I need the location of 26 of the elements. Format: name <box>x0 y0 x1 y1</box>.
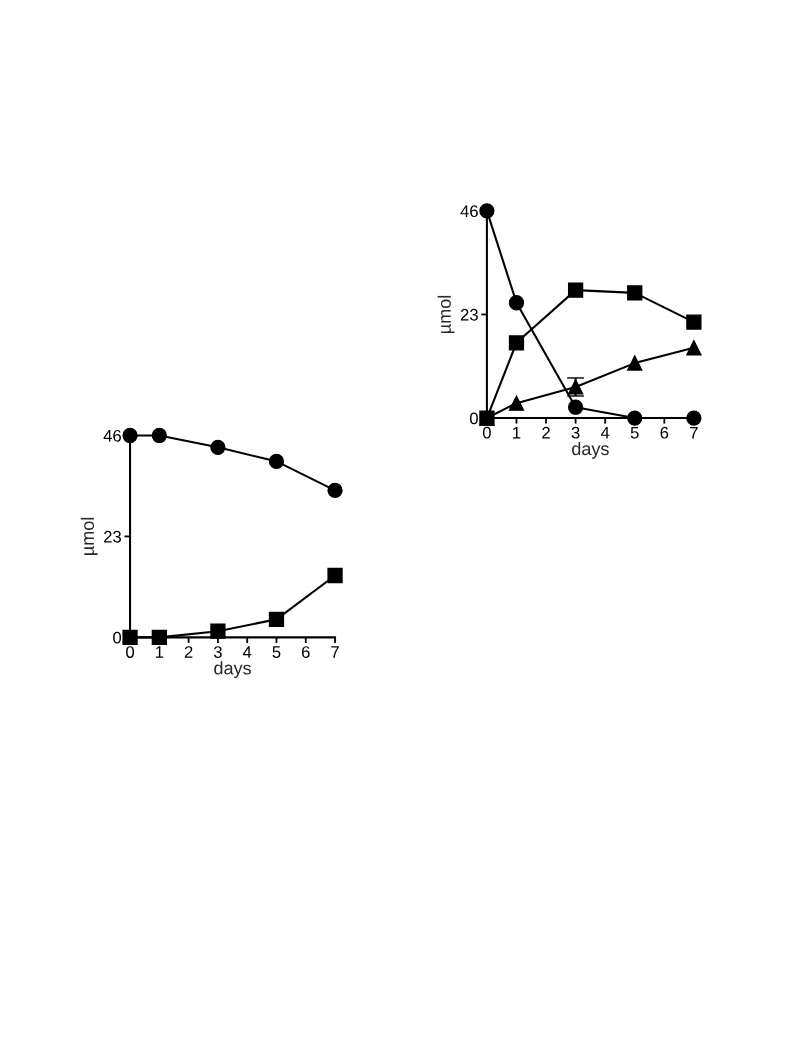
x-tick-label: 6 <box>660 426 669 439</box>
y-tick-label: 0 <box>113 631 122 644</box>
x-tick-label: 7 <box>331 646 339 658</box>
y-tick-label: 23 <box>104 530 121 543</box>
x-tick-label: 2 <box>184 646 193 658</box>
y-axis-title: µmol <box>80 517 98 555</box>
y-axis-title: µmol <box>437 295 455 333</box>
x-tick-label: 5 <box>630 426 639 439</box>
y-tick-label: 23 <box>460 308 478 321</box>
x-tick-label: 0 <box>126 646 135 658</box>
x-tick-label: 3 <box>571 426 580 439</box>
x-axis-title: days <box>214 661 251 679</box>
x-tick-label: 6 <box>301 646 310 658</box>
x-axis-title: days <box>572 441 609 459</box>
x-tick-label: 3 <box>213 646 222 658</box>
x-tick-label: 0 <box>482 426 491 439</box>
x-tick-label: 2 <box>542 426 550 439</box>
x-tick-label: 4 <box>600 426 610 439</box>
x-tick-label: 1 <box>513 426 521 439</box>
x-tick-label: 5 <box>272 646 281 658</box>
x-tick-label: 1 <box>155 646 164 658</box>
y-tick-label: 46 <box>460 205 478 218</box>
x-tick-label: 7 <box>690 426 698 439</box>
y-tick-label: 46 <box>103 429 121 442</box>
x-tick-label: 4 <box>242 646 252 658</box>
y-tick-label: 0 <box>469 412 478 425</box>
